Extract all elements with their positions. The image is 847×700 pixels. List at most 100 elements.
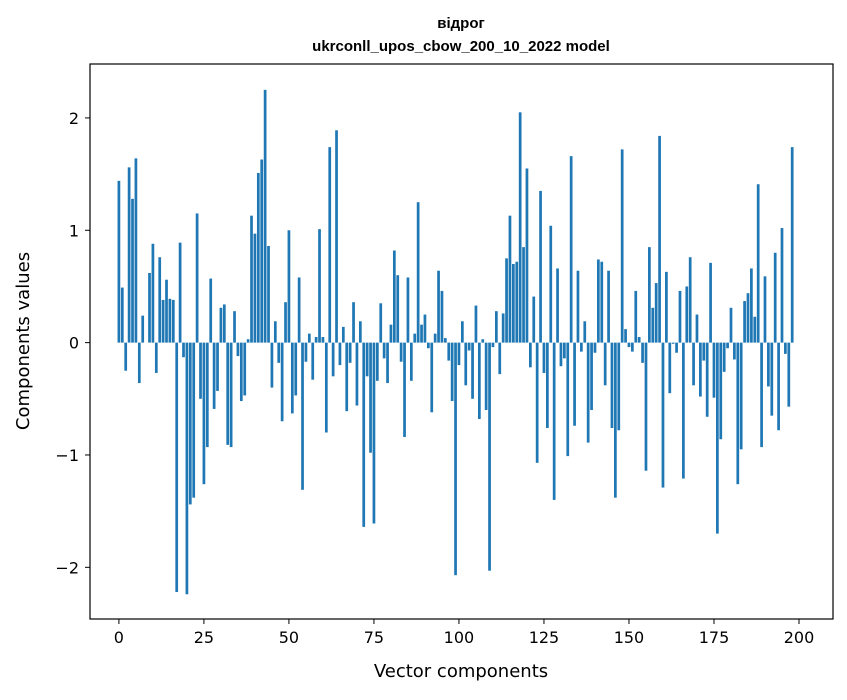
bar-147 xyxy=(617,343,620,431)
bar-193 xyxy=(774,253,777,343)
bar-163 xyxy=(672,343,675,344)
bar-57 xyxy=(311,343,314,380)
bar-99 xyxy=(454,343,457,576)
bar-24 xyxy=(199,343,202,399)
bar-159 xyxy=(658,136,661,343)
bar-172 xyxy=(702,343,705,361)
bar-23 xyxy=(196,213,199,342)
bar-52 xyxy=(294,343,297,396)
bar-85 xyxy=(407,277,410,342)
bar-190 xyxy=(764,276,767,342)
bar-134 xyxy=(573,343,576,426)
bar-115 xyxy=(509,216,512,343)
bar-186 xyxy=(750,268,753,342)
bar-123 xyxy=(536,343,539,463)
bar-170 xyxy=(696,315,699,343)
x-tick-label: 125 xyxy=(529,628,560,647)
bar-174 xyxy=(709,263,712,343)
bar-142 xyxy=(600,262,603,343)
bar-189 xyxy=(760,343,763,447)
bar-33 xyxy=(230,343,233,447)
bar-188 xyxy=(757,184,760,342)
bar-149 xyxy=(624,329,627,342)
bar-1 xyxy=(121,288,124,343)
bar-153 xyxy=(638,337,641,343)
bar-106 xyxy=(478,343,481,419)
bar-168 xyxy=(689,257,692,342)
bar-187 xyxy=(753,317,756,343)
bar-119 xyxy=(522,247,525,343)
bar-25 xyxy=(203,343,206,485)
bar-11 xyxy=(155,343,158,373)
bar-74 xyxy=(369,343,372,453)
bar-56 xyxy=(308,334,311,343)
bar-177 xyxy=(719,343,722,440)
bar-183 xyxy=(740,343,743,450)
bar-133 xyxy=(570,156,573,343)
bar-22 xyxy=(192,343,195,498)
bar-145 xyxy=(611,343,614,428)
bar-124 xyxy=(539,191,542,343)
bar-151 xyxy=(631,343,634,352)
bar-144 xyxy=(607,271,610,343)
bar-0 xyxy=(118,181,121,343)
bar-54 xyxy=(301,343,304,490)
bar-182 xyxy=(736,343,739,485)
bar-31 xyxy=(223,304,226,342)
bar-137 xyxy=(583,321,586,342)
bar-179 xyxy=(726,343,729,349)
bar-136 xyxy=(580,343,583,352)
bar-28 xyxy=(213,343,216,409)
x-tick-label: 100 xyxy=(444,628,475,647)
x-tick-label: 25 xyxy=(194,628,214,647)
bar-97 xyxy=(447,343,450,361)
bar-41 xyxy=(257,173,260,343)
bar-79 xyxy=(386,343,389,383)
bar-107 xyxy=(481,339,484,342)
bar-13 xyxy=(162,300,165,343)
bar-150 xyxy=(628,343,631,347)
bar-32 xyxy=(226,343,229,445)
bar-175 xyxy=(713,343,716,398)
bar-198 xyxy=(791,147,794,342)
bar-61 xyxy=(325,343,328,433)
bar-36 xyxy=(240,343,243,401)
bar-83 xyxy=(400,343,403,362)
bar-169 xyxy=(692,343,695,386)
bar-88 xyxy=(417,202,420,342)
bar-100 xyxy=(458,343,461,365)
bar-92 xyxy=(430,343,433,413)
bar-15 xyxy=(169,299,172,343)
bar-3 xyxy=(128,167,131,342)
bar-49 xyxy=(284,302,287,342)
bar-117 xyxy=(515,262,518,343)
bar-156 xyxy=(648,247,651,343)
bar-126 xyxy=(546,343,549,428)
bar-192 xyxy=(770,343,773,416)
bar-27 xyxy=(209,279,212,343)
bar-113 xyxy=(502,313,505,342)
bar-101 xyxy=(461,321,464,342)
bar-21 xyxy=(189,343,192,505)
bar-75 xyxy=(373,343,376,524)
y-tick-label: −1 xyxy=(55,446,79,465)
bar-158 xyxy=(655,283,658,343)
bar-125 xyxy=(543,343,546,373)
bar-135 xyxy=(577,271,580,343)
bar-140 xyxy=(594,343,597,353)
bar-166 xyxy=(682,343,685,479)
bar-47 xyxy=(277,343,280,363)
bar-63 xyxy=(332,343,335,377)
bar-86 xyxy=(410,343,413,381)
bar-121 xyxy=(529,343,532,368)
x-tick-label: 75 xyxy=(364,628,384,647)
bar-76 xyxy=(376,343,379,381)
bar-51 xyxy=(291,343,294,414)
bar-138 xyxy=(587,343,590,443)
bar-37 xyxy=(243,343,246,396)
bar-176 xyxy=(716,343,719,534)
x-axis-label: Vector components xyxy=(374,661,548,682)
bars-group xyxy=(118,90,794,594)
bar-155 xyxy=(645,343,648,471)
